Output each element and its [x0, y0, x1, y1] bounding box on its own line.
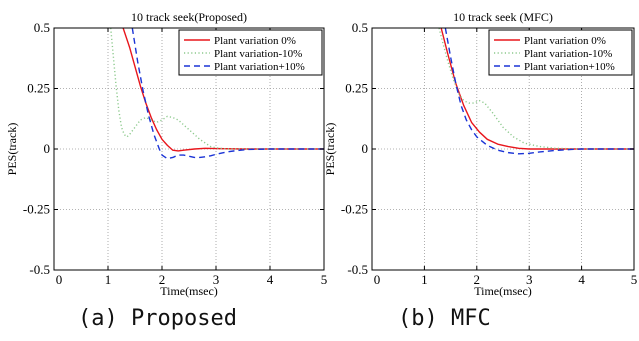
series-line: [110, 28, 324, 150]
series-group: [110, 28, 324, 160]
caption-mfc: (b) MFC: [398, 306, 491, 331]
panel-mfc: 0 1 2 3 4 5 -0.5 -0.25 0 0.25 0.5 10 track seek (MF…: [323, 10, 637, 298]
y-tick-label: -0.5: [29, 262, 50, 277]
legend-label: Plant variation 0%: [524, 35, 606, 47]
x-axis-label: Time(msec): [474, 284, 532, 298]
series-line: [438, 28, 634, 150]
legend-label: Plant variation 0%: [214, 35, 296, 47]
x-tick-label: 0: [374, 272, 381, 287]
x-tick-label: 3: [213, 272, 220, 287]
y-tick-label: 0: [362, 141, 369, 156]
legend-label: Plant variation-10%: [214, 48, 302, 60]
x-tick-label: 0: [56, 272, 63, 287]
x-tick-label: 5: [321, 272, 328, 287]
series-group: [438, 28, 634, 155]
x-axis-label: Time(msec): [160, 284, 218, 298]
x-tick-label: 4: [578, 272, 585, 287]
y-tick-label: 0: [44, 141, 51, 156]
y-tick-label: -0.25: [341, 202, 368, 217]
y-axis-label: PES(track): [5, 123, 19, 176]
x-tick-label: 1: [421, 272, 428, 287]
y-tick-label: -0.5: [347, 262, 368, 277]
panel-proposed: 0 1 2 3 4 5 -0.5 -0.25 0 0.25 0.5 10 track seek(Pro…: [5, 10, 327, 298]
legend-label: Plant variation+10%: [214, 61, 305, 73]
x-tick-label: 2: [159, 272, 166, 287]
legend-label: Plant variation+10%: [524, 61, 615, 73]
x-tick-label: 4: [267, 272, 274, 287]
y-tick-label: 0.5: [34, 20, 50, 35]
series-line: [131, 28, 324, 160]
y-tick-label: 0.25: [345, 81, 368, 96]
legend-label: Plant variation-10%: [524, 48, 612, 60]
y-tick-label: 0.5: [352, 20, 368, 35]
series-line: [444, 28, 634, 155]
chart-title: 10 track seek (MFC): [453, 10, 553, 24]
x-tick-label: 5: [631, 272, 638, 287]
y-tick-label: 0.25: [27, 81, 50, 96]
y-tick-label: -0.25: [23, 202, 50, 217]
x-tick-label: 3: [526, 272, 533, 287]
x-tick-label: 1: [105, 272, 112, 287]
chart-title: 10 track seek(Proposed): [131, 10, 247, 24]
caption-proposed: (a) Proposed: [78, 306, 237, 331]
y-axis-label: PES(track): [323, 123, 337, 176]
x-tick-label: 2: [474, 272, 481, 287]
